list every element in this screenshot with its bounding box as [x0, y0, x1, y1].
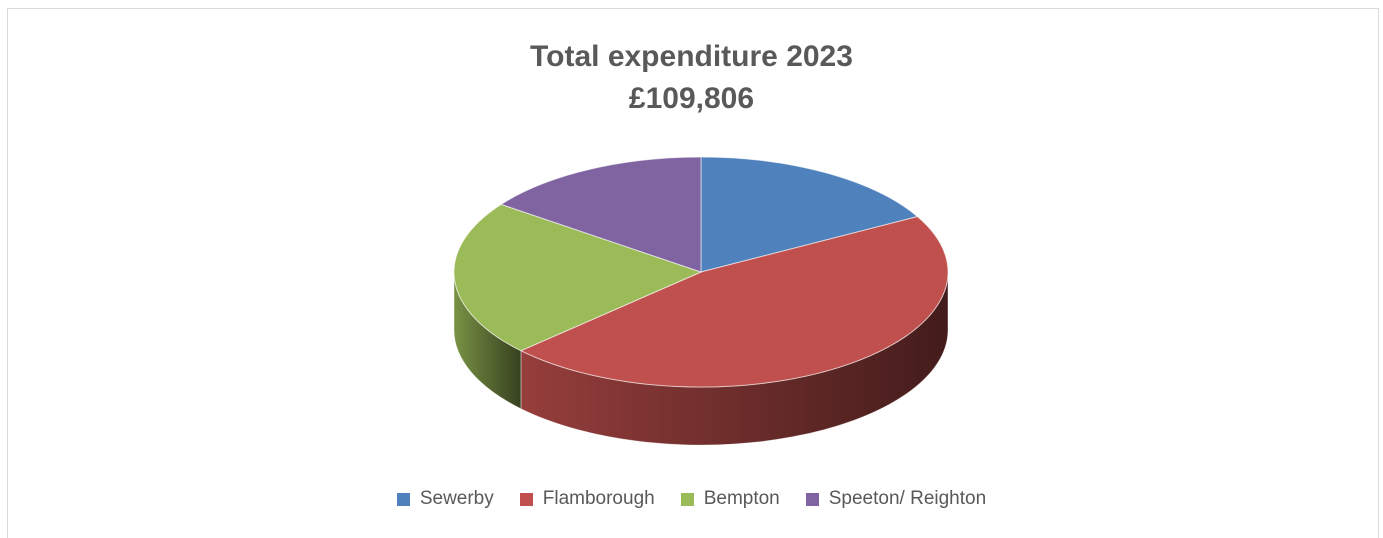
legend-label: Flamborough — [542, 488, 655, 509]
legend-label: Speeton/ Reighton — [828, 488, 987, 509]
legend-label: Sewerby — [419, 488, 494, 509]
slice-sewerby — [700, 156, 919, 273]
legend-swatch — [680, 492, 694, 506]
legend-item-speeton-reighton: Speeton/ Reighton — [805, 488, 987, 510]
legend-swatch — [396, 492, 410, 506]
legend-item-bempton: Bempton — [680, 488, 780, 510]
pie-top — [453, 156, 949, 388]
legend-swatch — [805, 492, 819, 506]
slice-bempton — [453, 203, 703, 352]
legend: Sewerby Flamborough Bempton Speeton/ Rei… — [0, 488, 1383, 510]
slice-flamborough — [519, 216, 949, 388]
legend-swatch — [519, 492, 533, 506]
legend-item-sewerby: Sewerby — [396, 488, 494, 510]
chart-title-line1: Total expenditure 2023 — [530, 40, 853, 73]
legend-label: Bempton — [703, 488, 780, 509]
chart-title: Total expenditure 2023 £109,806 — [0, 36, 1383, 120]
legend-item-flamborough: Flamborough — [519, 488, 655, 510]
slice-speeton-reighton — [500, 156, 702, 273]
chart-frame — [7, 8, 1379, 538]
chart-title-line2: £109,806 — [628, 82, 755, 115]
